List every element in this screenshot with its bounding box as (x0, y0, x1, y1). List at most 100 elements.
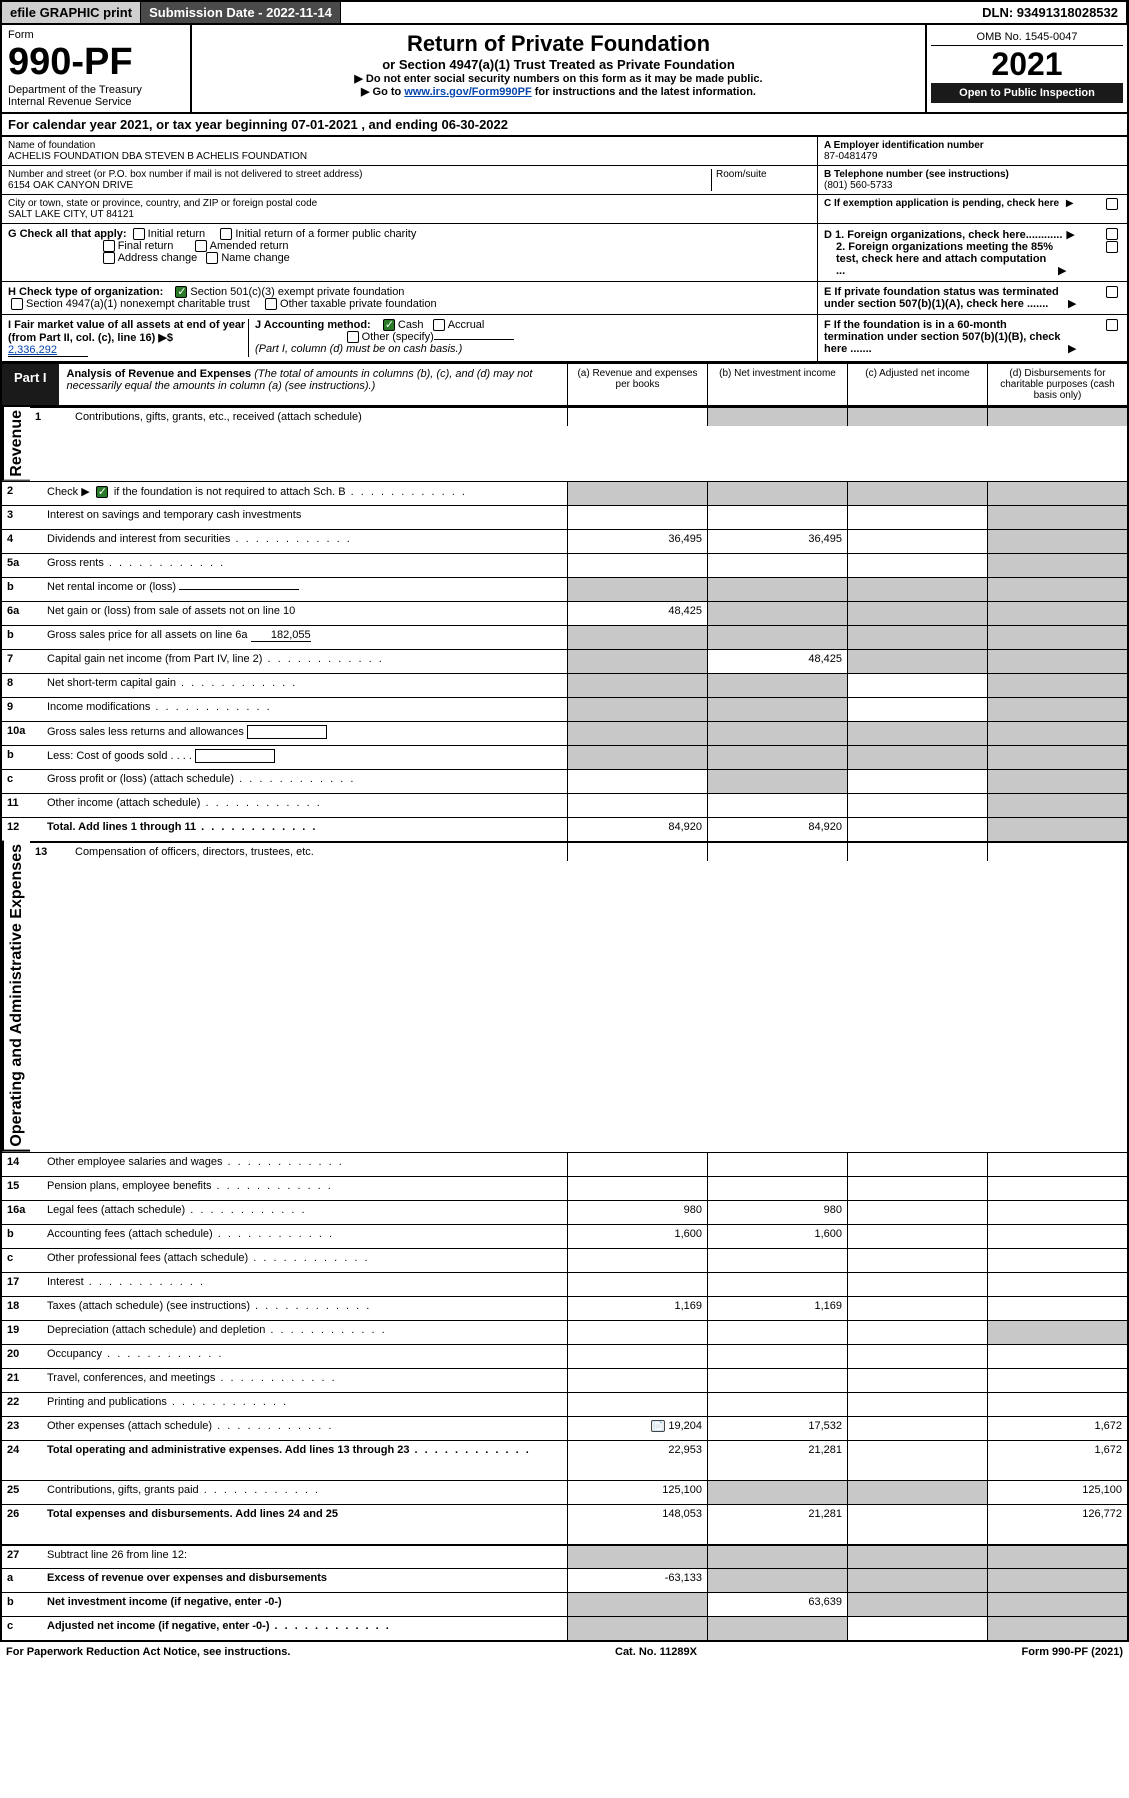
d2-label: 2. Foreign organizations meeting the 85%… (824, 241, 1054, 277)
line-2-desc: Check ▶ if the foundation is not require… (42, 481, 567, 505)
line-22-num: 22 (2, 1392, 42, 1416)
line-25-col-d: 125,100 (987, 1480, 1127, 1504)
expenses-side-label: Operating and Administrative Expenses (2, 841, 30, 1152)
j-cash-label: Cash (398, 319, 424, 331)
line-16a-num: 16a (2, 1200, 42, 1224)
f-label: F If the foundation is in a 60-month ter… (824, 319, 1064, 355)
line-23-col-a: 📄19,204 (567, 1416, 707, 1440)
h-other-checkbox[interactable] (265, 298, 277, 310)
line-18-desc: Taxes (attach schedule) (see instruction… (42, 1296, 567, 1320)
col-d-header: (d) Disbursements for charitable purpose… (987, 364, 1127, 405)
line-10a-num: 10a (2, 721, 42, 745)
g-amended-checkbox[interactable] (195, 240, 207, 252)
g-final-label: Final return (118, 240, 174, 252)
line-14-desc: Other employee salaries and wages (42, 1152, 567, 1176)
e-checkbox[interactable] (1106, 286, 1118, 298)
line-13-num: 13 (30, 841, 70, 861)
form-label: Form (8, 29, 184, 41)
line-1-num: 1 (30, 407, 70, 426)
line-27b-desc: Net investment income (if negative, ente… (42, 1592, 567, 1616)
line-8-num: 8 (2, 673, 42, 697)
line-16b-col-a: 1,600 (567, 1224, 707, 1248)
h-other-label: Other taxable private foundation (280, 298, 437, 310)
line-20-desc: Occupancy (42, 1344, 567, 1368)
line-27c-desc: Adjusted net income (if negative, enter … (42, 1616, 567, 1640)
name-label: Name of foundation (8, 140, 811, 151)
line-7-col-b: 48,425 (707, 649, 847, 673)
g-name-checkbox[interactable] (206, 252, 218, 264)
col-a-header: (a) Revenue and expenses per books (567, 364, 707, 405)
main-table: Revenue 1 Contributions, gifts, grants, … (0, 407, 1129, 1641)
line-27c-num: c (2, 1616, 42, 1640)
dln-number: DLN: 93491318028532 (974, 2, 1127, 23)
ein-label: A Employer identification number (824, 140, 1121, 151)
line-24-col-d: 1,672 (987, 1440, 1127, 1480)
line-25-col-a: 125,100 (567, 1480, 707, 1504)
line-18-num: 18 (2, 1296, 42, 1320)
col-c-header: (c) Adjusted net income (847, 364, 987, 405)
page-footer: For Paperwork Reduction Act Notice, see … (0, 1642, 1129, 1662)
form-number-box: Form 990-PF Department of the Treasury I… (2, 25, 192, 112)
line-23-desc: Other expenses (attach schedule) (42, 1416, 567, 1440)
g-initial-label: Initial return (148, 228, 205, 240)
d1-checkbox[interactable] (1106, 228, 1118, 240)
line-23-col-d: 1,672 (987, 1416, 1127, 1440)
form-note-ssn: ▶ Do not enter social security numbers o… (198, 72, 919, 85)
j-accrual-label: Accrual (448, 319, 485, 331)
line-26-col-d: 126,772 (987, 1504, 1127, 1544)
line-10b-desc: Less: Cost of goods sold . . . . (42, 745, 567, 769)
g-addr-checkbox[interactable] (103, 252, 115, 264)
efile-button[interactable]: efile GRAPHIC print (2, 2, 141, 23)
line-4-col-a: 36,495 (567, 529, 707, 553)
part1-description: Analysis of Revenue and Expenses (The to… (59, 364, 567, 405)
line-14-num: 14 (2, 1152, 42, 1176)
line-12-desc: Total. Add lines 1 through 11 (42, 817, 567, 841)
c-checkbox[interactable] (1106, 198, 1118, 210)
g-name-label: Name change (221, 252, 290, 264)
address-value: 6154 OAK CANYON DRIVE (8, 180, 711, 191)
i-fmv-value[interactable]: 2,336,292 (8, 344, 88, 357)
line-11-desc: Other income (attach schedule) (42, 793, 567, 817)
line-19-desc: Depreciation (attach schedule) and deple… (42, 1320, 567, 1344)
line-16c-num: c (2, 1248, 42, 1272)
line-5b-desc: Net rental income or (loss) (42, 577, 567, 601)
d1-label: D 1. Foreign organizations, check here..… (824, 229, 1062, 241)
city-label: City or town, state or province, country… (8, 198, 811, 209)
d2-checkbox[interactable] (1106, 241, 1118, 253)
tax-year: 2021 (931, 46, 1123, 83)
line-23-num: 23 (2, 1416, 42, 1440)
top-bar: efile GRAPHIC print Submission Date - 20… (0, 0, 1129, 25)
c-exemption-label: C If exemption application is pending, c… (824, 198, 1059, 209)
line-16c-desc: Other professional fees (attach schedule… (42, 1248, 567, 1272)
line-1-desc: Contributions, gifts, grants, etc., rece… (70, 407, 567, 426)
year-box: OMB No. 1545-0047 2021 Open to Public In… (927, 25, 1127, 112)
line-2-num: 2 (2, 481, 42, 505)
g-initial-checkbox[interactable] (133, 228, 145, 240)
dept-irs: Internal Revenue Service (8, 96, 184, 108)
col-b-header: (b) Net investment income (707, 364, 847, 405)
attachment-icon[interactable]: 📄 (651, 1420, 665, 1432)
form-subtitle: or Section 4947(a)(1) Trust Treated as P… (198, 57, 919, 72)
address-label: Number and street (or P.O. box number if… (8, 169, 711, 180)
g-initial-former-checkbox[interactable] (220, 228, 232, 240)
j-other-checkbox[interactable] (347, 331, 359, 343)
form-note-link: ▶ Go to www.irs.gov/Form990PF for instru… (198, 85, 919, 98)
f-checkbox[interactable] (1106, 319, 1118, 331)
j-accrual-checkbox[interactable] (433, 319, 445, 331)
section-i-j-f: I Fair market value of all assets at end… (0, 315, 1129, 362)
g-final-checkbox[interactable] (103, 240, 115, 252)
h-501c3-checkbox[interactable] (175, 286, 187, 298)
irs-link[interactable]: www.irs.gov/Form990PF (404, 86, 531, 98)
phone-label: B Telephone number (see instructions) (824, 169, 1121, 180)
section-h-e: H Check type of organization: Section 50… (0, 282, 1129, 315)
line-2-checkbox[interactable] (96, 486, 108, 498)
j-label: J Accounting method: (255, 319, 371, 331)
j-cash-checkbox[interactable] (383, 319, 395, 331)
line-11-num: 11 (2, 793, 42, 817)
line-24-col-a: 22,953 (567, 1440, 707, 1480)
line-9-desc: Income modifications (42, 697, 567, 721)
line-27-desc: Subtract line 26 from line 12: (42, 1544, 567, 1568)
room-suite-label: Room/suite (711, 169, 811, 191)
h-4947-checkbox[interactable] (11, 298, 23, 310)
g-label: G Check all that apply: (8, 228, 127, 240)
